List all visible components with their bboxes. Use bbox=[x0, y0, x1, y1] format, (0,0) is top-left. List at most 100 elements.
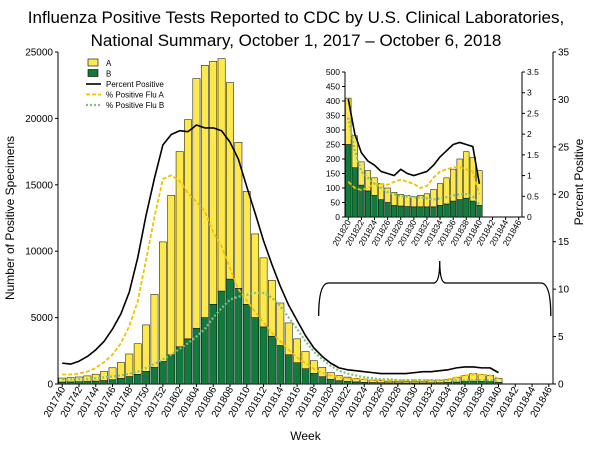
bar-b-201821 bbox=[351, 167, 358, 218]
bar-a-201830 bbox=[410, 196, 417, 208]
y2-tick-label: 0 bbox=[527, 212, 532, 222]
legend-label: A bbox=[106, 59, 112, 68]
bar-a-201803 bbox=[184, 119, 192, 340]
bar-b-201814 bbox=[276, 345, 285, 385]
bar-a-201810 bbox=[242, 191, 251, 305]
bar-a-201827 bbox=[391, 192, 398, 206]
bar-b-201741 bbox=[66, 381, 75, 385]
bar-b-201822 bbox=[343, 381, 352, 385]
bar-a-201836 bbox=[450, 168, 457, 202]
line-percent-positive bbox=[347, 98, 481, 184]
bar-a-201838 bbox=[477, 374, 486, 382]
line-positive-flu-a bbox=[62, 174, 499, 382]
bar-b-201742 bbox=[75, 381, 83, 385]
bar-a-201746 bbox=[108, 367, 117, 381]
y2-tick-label: 30 bbox=[558, 95, 570, 106]
bar-b-201829 bbox=[404, 206, 411, 218]
bar-b-201825 bbox=[377, 199, 385, 218]
y2-tick-label: 20 bbox=[558, 190, 570, 201]
bar-b-201809 bbox=[234, 288, 243, 385]
bar-a-201828 bbox=[397, 194, 404, 207]
bar-b-201802 bbox=[175, 346, 184, 385]
bar-b-201838 bbox=[463, 197, 470, 218]
bar-a-201804 bbox=[192, 78, 201, 329]
bar-b-201837 bbox=[469, 380, 478, 385]
bar-b-201746 bbox=[108, 379, 117, 385]
bar-b-201839 bbox=[469, 200, 476, 218]
bar-a-201838 bbox=[463, 151, 470, 199]
y2-tick-label: 2.5 bbox=[527, 108, 539, 118]
y2-tick-label: 3.5 bbox=[527, 67, 539, 77]
chart-title-line-1: Influenza Positive Tests Reported to CDC… bbox=[28, 8, 564, 27]
bar-b-201828 bbox=[397, 205, 404, 218]
bar-b-201750 bbox=[142, 371, 150, 385]
bar-b-201837 bbox=[456, 199, 463, 218]
inset-plot: 0 50 100 150 200 250 300 350 400 450 500 0 0.5 1 1.5 2 2… bbox=[326, 67, 539, 248]
y-tick-label: 100 bbox=[326, 183, 340, 193]
bar-a-201834 bbox=[436, 183, 444, 206]
bar-b-201810 bbox=[242, 304, 251, 385]
y-tick-label: 20000 bbox=[25, 114, 53, 125]
y-tick-label: 150 bbox=[326, 168, 340, 178]
bar-b-201839 bbox=[486, 381, 494, 385]
bar-b-201835 bbox=[443, 203, 450, 218]
bar-b-201803 bbox=[184, 338, 192, 385]
bar-b-201836 bbox=[461, 381, 469, 385]
y-tick-label: 350 bbox=[326, 110, 340, 120]
legend-swatch-a bbox=[87, 58, 99, 67]
bar-b-201815 bbox=[284, 354, 293, 385]
y2-tick-label: 1.5 bbox=[527, 150, 539, 160]
bar-b-201833 bbox=[430, 206, 437, 218]
y2-tick-label: 0.5 bbox=[527, 191, 539, 201]
bar-b-201832 bbox=[423, 206, 431, 218]
bar-a-201839 bbox=[469, 157, 476, 202]
legend-swatch-b bbox=[87, 69, 99, 77]
bar-a-201802 bbox=[175, 151, 184, 348]
bar-b-201751 bbox=[150, 367, 159, 385]
bar-b-201817 bbox=[301, 368, 310, 385]
y2-tick-label: 3 bbox=[527, 88, 532, 98]
bar-a-201813 bbox=[268, 280, 276, 337]
bar-b-201836 bbox=[450, 200, 457, 218]
bar-b-201748 bbox=[125, 376, 134, 385]
bar-a-201837 bbox=[456, 158, 463, 200]
bar-a-201836 bbox=[461, 375, 469, 382]
bar-a-201811 bbox=[251, 233, 260, 318]
bar-a-201828 bbox=[393, 381, 402, 384]
y2-tick-label: 35 bbox=[558, 48, 570, 59]
y-tick-label: 300 bbox=[326, 125, 340, 135]
bar-a-201840 bbox=[476, 170, 483, 206]
y-tick-label: 15000 bbox=[25, 180, 53, 191]
bar-b-201820 bbox=[326, 378, 335, 385]
bar-b-201747 bbox=[117, 378, 125, 385]
bar-b-201813 bbox=[268, 335, 276, 385]
bar-a-201747 bbox=[117, 362, 125, 379]
bar-a-201827 bbox=[385, 380, 394, 384]
bar-a-201806 bbox=[209, 61, 218, 305]
bar-a-201824 bbox=[371, 177, 378, 196]
bar-a-201829 bbox=[402, 381, 411, 384]
y-tick-label: 500 bbox=[326, 67, 340, 77]
bar-b-201840 bbox=[476, 205, 483, 218]
bar-a-201825 bbox=[377, 183, 385, 200]
bar-b-201801 bbox=[167, 354, 176, 385]
bar-a-201820 bbox=[345, 97, 352, 145]
main-plot: 0500010000150002000025000051015202530352… bbox=[3, 48, 586, 444]
bar-b-201834 bbox=[436, 205, 444, 218]
bar-b-201745 bbox=[100, 380, 109, 385]
bar-a-201814 bbox=[276, 302, 285, 346]
bar-b-201807 bbox=[217, 290, 226, 385]
bar-b-201820 bbox=[345, 144, 352, 218]
bar-a-201751 bbox=[150, 294, 159, 368]
bar-a-201822 bbox=[358, 161, 365, 186]
y2-tick-label: 5 bbox=[558, 332, 564, 343]
bar-a-201801 bbox=[167, 195, 176, 356]
y-tick-label: 0 bbox=[47, 380, 53, 391]
y-tick-label: 25000 bbox=[25, 48, 53, 59]
bar-a-201817 bbox=[301, 351, 310, 369]
y-tick-label: 400 bbox=[326, 96, 340, 106]
legend-label: % Positive Flu A bbox=[106, 91, 164, 100]
bar-b-201812 bbox=[259, 326, 268, 385]
